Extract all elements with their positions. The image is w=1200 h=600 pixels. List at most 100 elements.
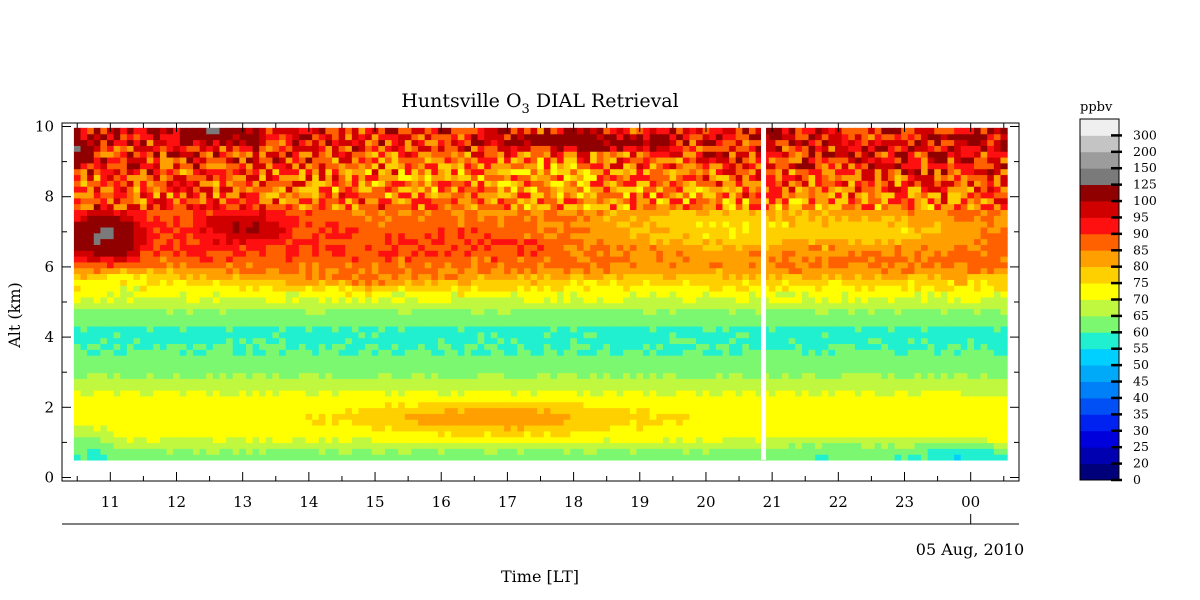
heatmap-cell (398, 209, 406, 216)
heatmap-cell (517, 413, 525, 420)
heatmap-cell (530, 203, 538, 211)
heatmap-cell (636, 401, 644, 409)
heatmap-cell (259, 325, 267, 333)
heatmap-cell (590, 366, 598, 374)
heatmap-cell (365, 232, 373, 240)
heatmap-cell (279, 186, 287, 193)
heatmap-cell (543, 238, 552, 245)
heatmap-cell (557, 221, 565, 228)
heatmap-cell (471, 244, 479, 251)
heatmap-cell (636, 325, 644, 333)
heatmap-cell (186, 314, 194, 321)
heatmap-cell (133, 355, 141, 362)
heatmap-cell (629, 226, 638, 234)
heatmap-cell (159, 156, 168, 164)
heatmap-cell (424, 145, 432, 152)
heatmap-cell (126, 401, 135, 409)
heatmap-cell (159, 448, 168, 455)
heatmap-cell (384, 442, 393, 449)
heatmap-cell (159, 360, 168, 368)
heatmap-cell (332, 314, 340, 321)
heatmap-cell (232, 279, 240, 286)
heatmap-cell (140, 203, 148, 211)
heatmap-cell (318, 133, 327, 141)
heatmap-cell (530, 232, 538, 240)
heatmap-cell (93, 413, 101, 420)
heatmap-cell (576, 378, 585, 385)
heatmap-cell (232, 162, 240, 170)
heatmap-cell (391, 168, 399, 176)
heatmap-cell (206, 221, 214, 228)
heatmap-cell (259, 314, 267, 321)
heatmap-cell (623, 133, 631, 141)
heatmap-cell (358, 180, 366, 187)
heatmap-cell (537, 355, 545, 362)
heatmap-cell (523, 226, 532, 234)
heatmap-cell (80, 256, 88, 263)
heatmap-cell (173, 168, 181, 176)
heatmap-cell (226, 401, 234, 409)
heatmap-cell (80, 302, 88, 310)
heatmap-cell (523, 419, 532, 426)
heatmap-cell (497, 221, 505, 228)
heatmap-cell (107, 395, 115, 403)
heatmap-cell (239, 325, 247, 333)
heatmap-cell (153, 285, 161, 292)
heatmap-cell (490, 390, 499, 397)
heatmap-cell (609, 337, 618, 345)
heatmap-cell (179, 238, 188, 245)
heatmap-cell (126, 390, 135, 397)
heatmap-cell (609, 145, 618, 152)
heatmap-cell (550, 401, 558, 409)
heatmap-cell (530, 145, 538, 152)
heatmap-cell (378, 337, 386, 345)
heatmap-cell (384, 430, 393, 438)
heatmap-cell (126, 279, 135, 286)
heatmap-cell (398, 384, 406, 391)
heatmap-cell (365, 139, 373, 146)
heatmap-cell (424, 232, 432, 240)
heatmap-cell (173, 355, 181, 362)
heatmap-cell (179, 454, 188, 461)
heatmap-cell (80, 372, 88, 379)
heatmap-cell (471, 162, 479, 170)
heatmap-cell (292, 127, 300, 135)
heatmap-cell (444, 261, 452, 269)
heatmap-cell (576, 203, 585, 211)
heatmap-cell (484, 378, 492, 385)
heatmap-cell (437, 156, 446, 164)
heatmap-cell (73, 162, 82, 170)
heatmap-cell (120, 349, 128, 356)
heatmap-cell (371, 378, 379, 385)
heatmap-cell (510, 244, 518, 251)
heatmap-cell (623, 424, 631, 432)
heatmap-cell (206, 360, 214, 368)
heatmap-cell (285, 448, 293, 455)
heatmap-cell (166, 302, 174, 310)
heatmap-cell (285, 285, 293, 292)
heatmap-cell (464, 378, 472, 385)
heatmap-cell (133, 162, 141, 170)
heatmap-cell (252, 325, 260, 333)
heatmap-cell (537, 360, 545, 368)
heatmap-cell (643, 314, 651, 321)
heatmap-cell (391, 162, 399, 170)
heatmap-cell (226, 250, 234, 257)
heatmap-cell (411, 162, 419, 170)
heatmap-cell (490, 331, 499, 339)
heatmap-cell (318, 244, 327, 251)
heatmap-cell (570, 203, 578, 211)
heatmap-cell (643, 127, 651, 135)
heatmap-cell (477, 372, 485, 379)
heatmap-cell (477, 390, 485, 397)
heatmap-cell (490, 285, 499, 292)
heatmap-cell (537, 372, 545, 379)
heatmap-cell (365, 424, 373, 432)
heatmap-cell (193, 343, 201, 350)
heatmap-cell (265, 168, 274, 176)
heatmap-cell (411, 454, 419, 461)
heatmap-cell (477, 156, 485, 164)
heatmap-cell (305, 139, 313, 146)
heatmap-cell (219, 186, 227, 193)
heatmap-cell (226, 156, 234, 164)
